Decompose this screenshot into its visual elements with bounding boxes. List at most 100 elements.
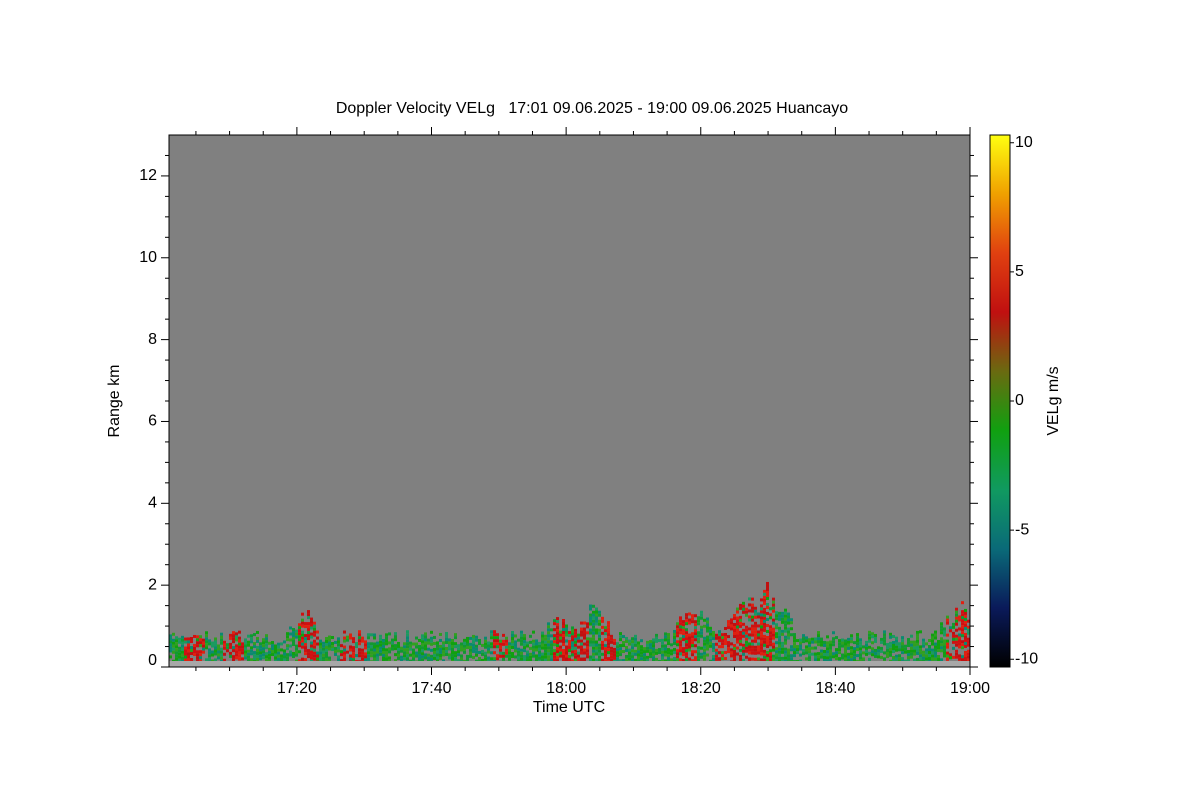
echo-cell: [925, 654, 928, 658]
echo-cell: [289, 632, 292, 636]
echo-cell: [547, 637, 550, 641]
echo-cell: [508, 654, 511, 658]
echo-cell: [871, 641, 874, 645]
echo-cell: [952, 637, 955, 641]
echo-cell: [511, 633, 514, 637]
echo-cell: [697, 634, 700, 638]
echo-cell: [484, 639, 487, 643]
echo-cell: [256, 651, 259, 655]
echo-cell: [712, 634, 715, 638]
echo-cell: [220, 632, 223, 636]
echo-cell: [316, 651, 319, 655]
echo-cell: [673, 629, 676, 633]
echo-cell: [871, 653, 874, 657]
echo-cell: [745, 637, 748, 641]
echo-cell: [826, 650, 829, 654]
echo-cell: [595, 616, 598, 620]
echo-cell: [610, 655, 613, 659]
echo-cell: [211, 644, 214, 648]
echo-cell: [811, 646, 814, 650]
echo-cell: [634, 637, 637, 641]
echo-cell: [586, 646, 589, 650]
echo-cell: [703, 642, 706, 646]
echo-cell: [712, 655, 715, 659]
echo-cell: [709, 632, 712, 636]
echo-cell: [856, 636, 859, 640]
echo-cell: [784, 653, 787, 657]
echo-cell: [844, 651, 847, 655]
echo-cell: [697, 619, 700, 623]
echo-cell: [307, 652, 310, 656]
echo-cell: [520, 642, 523, 646]
echo-cell: [586, 622, 589, 626]
echo-cell: [415, 642, 418, 646]
echo-cell: [385, 651, 388, 655]
echo-cell: [598, 628, 601, 632]
echo-cell: [730, 642, 733, 646]
echo-cell: [763, 643, 766, 647]
echo-cell: [349, 648, 352, 652]
echo-cell: [259, 657, 262, 661]
echo-cell: [790, 648, 793, 652]
echo-cell: [742, 610, 745, 614]
echo-cell: [922, 644, 925, 648]
echo-cell: [184, 658, 187, 662]
echo-cell: [754, 627, 757, 631]
echo-cell: [190, 640, 193, 644]
echo-cell: [634, 649, 637, 653]
echo-cell: [967, 652, 970, 656]
echo-cell: [772, 618, 775, 622]
echo-cell: [793, 645, 796, 649]
echo-cell: [415, 651, 418, 655]
echo-cell: [238, 639, 241, 643]
echo-cell: [574, 637, 577, 641]
echo-cell: [652, 647, 655, 651]
echo-cell: [709, 641, 712, 645]
echo-cell: [817, 652, 820, 656]
echo-cell: [757, 648, 760, 652]
echo-cell: [868, 636, 871, 640]
echo-cell: [775, 632, 778, 636]
echo-cell: [697, 649, 700, 653]
echo-cell: [556, 626, 559, 630]
echo-cell: [700, 646, 703, 650]
echo-cell: [835, 651, 838, 655]
echo-cell: [949, 656, 952, 660]
echo-cell: [631, 658, 634, 662]
echo-cell: [889, 653, 892, 657]
echo-cell: [562, 636, 565, 640]
echo-cell: [763, 637, 766, 641]
echo-cell: [838, 648, 841, 652]
echo-cell: [382, 638, 385, 642]
echo-cell: [373, 633, 376, 637]
echo-cell: [586, 655, 589, 659]
echo-cell: [361, 636, 364, 640]
echo-cell: [523, 643, 526, 647]
echo-cell: [910, 640, 913, 644]
echo-cell: [706, 647, 709, 651]
echo-cell: [838, 642, 841, 646]
echo-cell: [553, 649, 556, 653]
echo-cell: [502, 633, 505, 637]
echo-cell: [940, 628, 943, 632]
echo-cell: [958, 633, 961, 637]
echo-cell: [568, 643, 571, 647]
echo-cell: [892, 650, 895, 654]
echo-cell: [241, 648, 244, 652]
echo-cell: [946, 618, 949, 622]
echo-cell: [742, 646, 745, 650]
echo-cell: [541, 634, 544, 638]
echo-cell: [679, 628, 682, 632]
echo-cell: [775, 659, 778, 663]
echo-cell: [445, 634, 448, 638]
echo-cell: [367, 657, 370, 661]
echo-cell: [637, 644, 640, 648]
echo-cell: [553, 640, 556, 644]
echo-cell: [958, 654, 961, 658]
echo-cell: [256, 636, 259, 640]
echo-cell: [637, 656, 640, 660]
echo-cell: [490, 630, 493, 634]
echo-cell: [304, 649, 307, 653]
echo-cell: [649, 652, 652, 656]
echo-cell: [313, 630, 316, 634]
